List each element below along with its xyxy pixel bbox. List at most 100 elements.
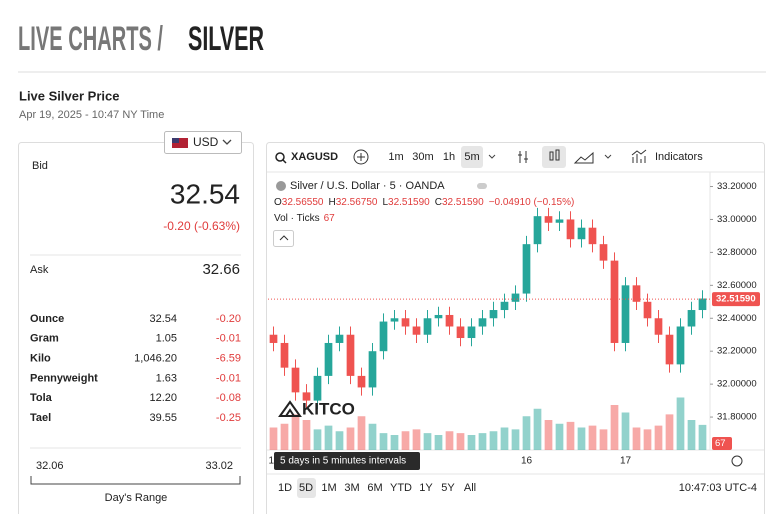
indicators-icon[interactable] [631, 149, 647, 163]
add-button[interactable] [353, 149, 369, 165]
row-change: -0.25 [216, 412, 241, 424]
area-icon[interactable] [573, 151, 594, 164]
settings-icon[interactable] [731, 455, 743, 467]
candle-body [654, 318, 663, 335]
candle-body [313, 375, 322, 401]
ohlc-label: O [274, 197, 282, 208]
candle-body [511, 293, 520, 302]
volume-bar [346, 427, 355, 450]
volume-bar [445, 431, 454, 450]
volume-bar [313, 429, 322, 450]
volume-bar [599, 429, 608, 450]
row-value: 1.05 [156, 333, 177, 345]
range-button[interactable]: 6M [367, 482, 382, 494]
logo: KITCO [302, 399, 355, 418]
volume-bar [357, 416, 366, 450]
title-main: SILVER [188, 20, 264, 58]
chevron [222, 139, 232, 145]
candle-body [676, 326, 685, 365]
legend-toggle[interactable] [477, 183, 487, 189]
volume-bar [500, 427, 509, 450]
candle-icon-bg[interactable] [542, 146, 566, 168]
last-volume-tag [712, 437, 732, 450]
candle-body [335, 334, 344, 343]
last-price-label: 32.51590 [716, 294, 756, 305]
range-button[interactable]: YTD [390, 482, 412, 494]
last-volume-label: 67 [715, 438, 726, 449]
volume-bar [698, 424, 707, 450]
range-selected [297, 478, 316, 498]
indicators[interactable]: Indicators [655, 151, 703, 163]
row-change: -0.01 [216, 372, 241, 384]
volume-bar [423, 433, 432, 450]
volume-bar [412, 429, 421, 450]
candle-body [467, 326, 476, 339]
y-tick-label: 32.20000 [717, 346, 757, 357]
range-button[interactable]: All [464, 482, 476, 494]
bar-icon[interactable] [518, 151, 528, 163]
ohlc-value: 32.51590 [442, 197, 484, 208]
range-button[interactable]: 1Y [419, 482, 433, 494]
candle-icon [549, 151, 554, 161]
volume-bar [654, 425, 663, 450]
candle-body [599, 244, 608, 261]
range-button[interactable]: 3M [344, 482, 359, 494]
row-value: 39.55 [149, 412, 177, 424]
row-change: -0.20 [216, 313, 241, 325]
volume-bar [390, 435, 399, 450]
legend-ohlc: O32.56550 H32.56750 L32.51590 C32.51590 −0.0… [274, 197, 574, 208]
row-name: Pennyweight [30, 372, 98, 384]
search-icon [282, 159, 287, 164]
chart-panel [266, 142, 765, 514]
candle-body [544, 216, 553, 223]
date: Apr 19, 2025 - 10:47 NY Time [19, 109, 164, 121]
y-tick-label: 32.00000 [717, 379, 757, 390]
row-change: -6.59 [216, 353, 241, 365]
candle-body [489, 310, 498, 319]
row-name: Tola [30, 392, 53, 404]
change: -0.20 (-0.63%) [163, 219, 240, 233]
volume-bar [533, 408, 542, 450]
candle-body [302, 392, 311, 401]
row-name: Gram [30, 333, 59, 345]
y-tick-label: 32.40000 [717, 313, 757, 324]
volume-bar [643, 429, 652, 450]
range-button[interactable]: 5Y [441, 482, 455, 494]
volume-bar [280, 423, 289, 450]
tooltip [274, 452, 420, 470]
volume-bar [291, 414, 300, 450]
symbol[interactable]: XAGUSD [291, 151, 338, 163]
interval[interactable]: 5m [464, 151, 479, 163]
y-tick-label: 32.80000 [717, 247, 757, 258]
ohlc-label: H [329, 197, 336, 208]
row-value: 1.63 [156, 372, 177, 384]
chevron [488, 154, 496, 159]
volume-bar [610, 405, 619, 450]
collapse-button[interactable] [273, 230, 294, 247]
volume-bar [621, 412, 630, 450]
interval[interactable]: 1h [443, 151, 455, 163]
candle-icon [555, 149, 560, 161]
search-icon[interactable] [275, 152, 285, 162]
ask: 32.66 [202, 261, 240, 278]
candle-body [357, 375, 366, 388]
title-prefix: LIVE CHARTS / [18, 20, 163, 58]
range-button[interactable]: 1D [278, 482, 292, 494]
tooltip-text: 5 days in 5 minutes intervals [280, 456, 406, 467]
volume-label: Vol · Ticks [274, 213, 320, 224]
volume-bar [544, 420, 553, 450]
row-name: Tael [30, 412, 51, 424]
row-name: Ounce [30, 313, 64, 325]
candle-body [456, 326, 465, 339]
range-button[interactable]: 5D [299, 482, 313, 494]
x-tick-label: 16 [521, 456, 533, 467]
candle-body [390, 318, 399, 322]
interval[interactable]: 1m [388, 151, 403, 163]
interval[interactable]: 30m [412, 151, 433, 163]
ask-label: Ask [30, 264, 49, 276]
bid: 32.54 [170, 178, 240, 209]
range-button[interactable]: 1M [321, 482, 336, 494]
candle-body [478, 318, 487, 327]
ohlc-value: 32.51590 [388, 197, 430, 208]
